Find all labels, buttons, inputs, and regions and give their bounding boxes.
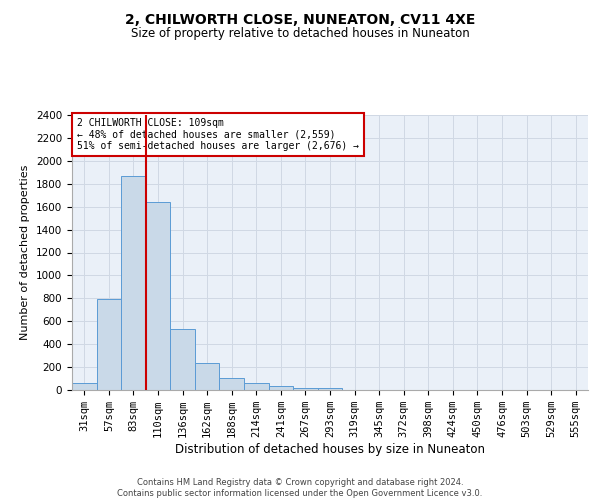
Text: Contains HM Land Registry data © Crown copyright and database right 2024.
Contai: Contains HM Land Registry data © Crown c…	[118, 478, 482, 498]
Bar	[72, 383, 97, 390]
Bar	[195, 362, 220, 390]
Text: Size of property relative to detached houses in Nuneaton: Size of property relative to detached ho…	[131, 28, 469, 40]
Bar	[220, 378, 244, 390]
Text: 2, CHILWORTH CLOSE, NUNEATON, CV11 4XE: 2, CHILWORTH CLOSE, NUNEATON, CV11 4XE	[125, 12, 475, 26]
Bar	[121, 176, 146, 390]
Bar	[293, 388, 318, 390]
Bar	[318, 388, 342, 390]
Bar	[244, 383, 269, 390]
Bar	[269, 386, 293, 390]
X-axis label: Distribution of detached houses by size in Nuneaton: Distribution of detached houses by size …	[175, 443, 485, 456]
Y-axis label: Number of detached properties: Number of detached properties	[20, 165, 31, 340]
Bar	[170, 328, 195, 390]
Bar	[97, 300, 121, 390]
Text: 2 CHILWORTH CLOSE: 109sqm
← 48% of detached houses are smaller (2,559)
51% of se: 2 CHILWORTH CLOSE: 109sqm ← 48% of detac…	[77, 118, 359, 151]
Bar	[146, 202, 170, 390]
